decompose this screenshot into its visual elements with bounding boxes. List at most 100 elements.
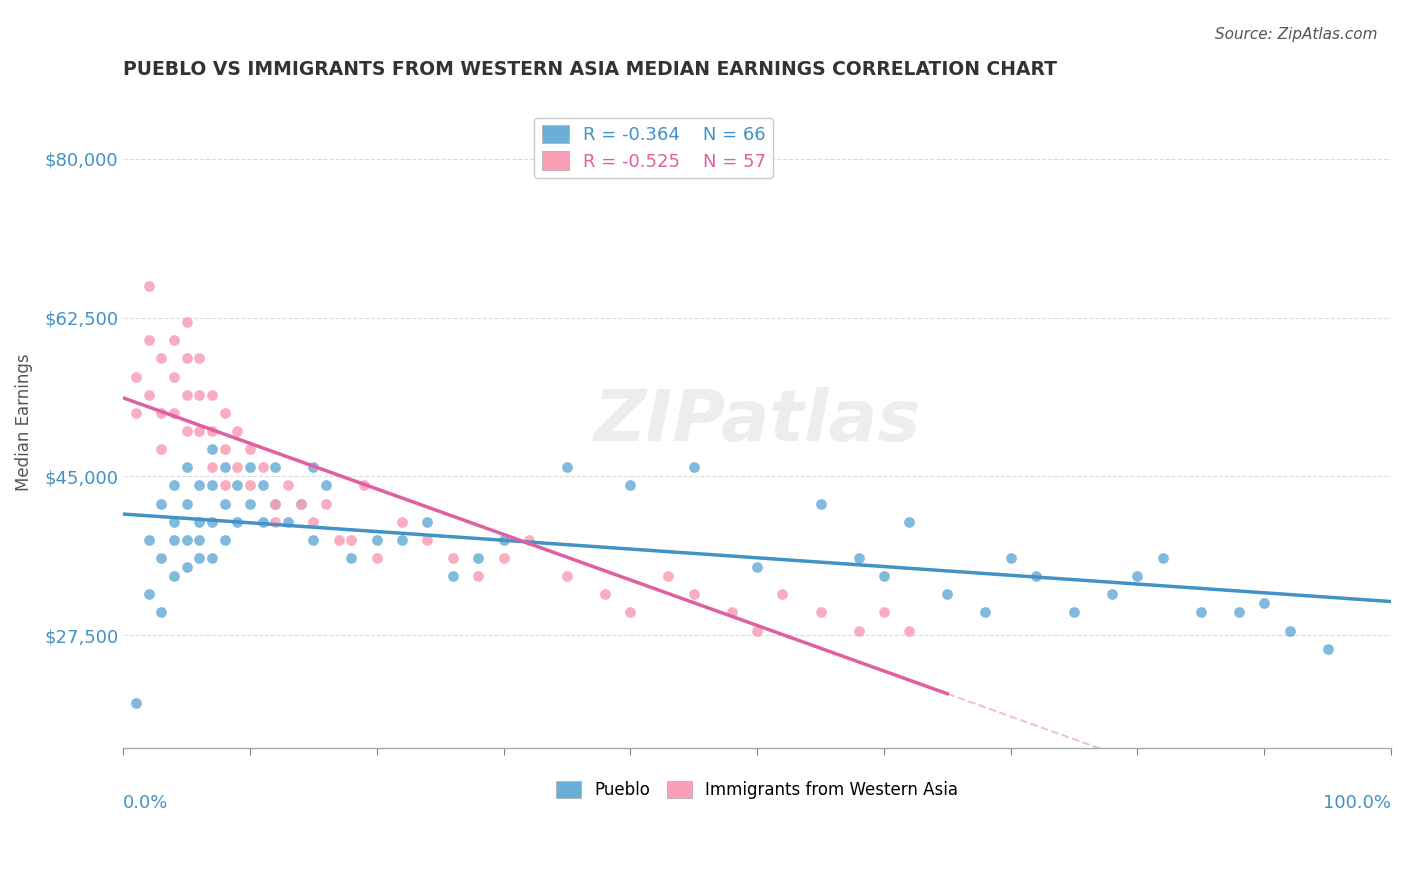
Point (745, 560, 768, 574)
Point (898, 515, 921, 529)
Point (226, 515, 249, 529)
Point (176, 351, 198, 366)
Point (176, 424, 198, 438)
Point (163, 369, 186, 384)
Point (239, 497, 262, 511)
Point (214, 406, 236, 420)
Point (315, 497, 337, 511)
Point (290, 497, 312, 511)
Point (873, 606, 896, 620)
Point (492, 551, 515, 566)
Point (720, 606, 742, 620)
Point (1063, 606, 1085, 620)
Point (226, 460, 249, 475)
Point (188, 351, 211, 366)
Point (163, 478, 186, 492)
Point (150, 551, 173, 566)
Point (252, 460, 274, 475)
Legend: Pueblo, Immigrants from Western Asia: Pueblo, Immigrants from Western Asia (550, 774, 965, 805)
Point (150, 497, 173, 511)
Point (214, 442, 236, 457)
Point (682, 587, 704, 601)
Point (201, 460, 224, 475)
Point (619, 478, 641, 492)
Point (1316, 641, 1339, 656)
Point (290, 497, 312, 511)
Point (264, 515, 287, 529)
Point (226, 478, 249, 492)
Point (441, 569, 464, 583)
Point (214, 533, 236, 547)
Point (201, 442, 224, 457)
Point (848, 551, 870, 566)
Point (239, 478, 262, 492)
Point (163, 406, 186, 420)
Point (188, 533, 211, 547)
Point (492, 533, 515, 547)
Point (277, 478, 299, 492)
Text: 0.0%: 0.0% (124, 794, 169, 813)
Point (150, 351, 173, 366)
Point (1025, 569, 1047, 583)
Point (391, 533, 413, 547)
Point (657, 569, 679, 583)
Point (302, 460, 325, 475)
Y-axis label: Median Earnings: Median Earnings (15, 353, 32, 491)
Point (277, 515, 299, 529)
Point (163, 334, 186, 348)
Point (416, 515, 439, 529)
Point (150, 406, 173, 420)
Point (226, 424, 249, 438)
Point (555, 569, 578, 583)
Point (264, 497, 287, 511)
Point (772, 587, 794, 601)
Point (201, 388, 224, 402)
Point (416, 533, 439, 547)
Point (201, 551, 224, 566)
Point (1126, 569, 1149, 583)
Point (138, 334, 160, 348)
Point (188, 388, 211, 402)
Point (340, 551, 363, 566)
Point (214, 478, 236, 492)
Point (366, 533, 388, 547)
Point (176, 460, 198, 475)
Point (467, 569, 489, 583)
Point (810, 606, 832, 620)
Point (138, 388, 160, 402)
Point (366, 551, 388, 566)
Point (125, 696, 148, 710)
Point (188, 515, 211, 529)
Point (138, 533, 160, 547)
Point (1253, 596, 1275, 610)
Point (340, 533, 363, 547)
Point (391, 515, 413, 529)
Point (214, 497, 236, 511)
Point (315, 478, 337, 492)
Point (328, 533, 350, 547)
Text: Source: ZipAtlas.com: Source: ZipAtlas.com (1215, 27, 1378, 42)
Point (125, 406, 148, 420)
Point (353, 478, 375, 492)
Point (239, 442, 262, 457)
Point (1101, 587, 1123, 601)
Point (201, 478, 224, 492)
Point (176, 388, 198, 402)
Point (810, 497, 832, 511)
Point (150, 442, 173, 457)
Point (302, 533, 325, 547)
Point (163, 533, 186, 547)
Point (264, 460, 287, 475)
Point (150, 606, 173, 620)
Point (176, 497, 198, 511)
Point (898, 624, 921, 638)
Point (619, 606, 641, 620)
Point (873, 569, 896, 583)
Point (593, 587, 616, 601)
Point (936, 587, 959, 601)
Point (138, 587, 160, 601)
Point (1227, 606, 1250, 620)
Point (188, 478, 211, 492)
Point (176, 533, 198, 547)
Text: ZIPatlas: ZIPatlas (593, 387, 921, 457)
